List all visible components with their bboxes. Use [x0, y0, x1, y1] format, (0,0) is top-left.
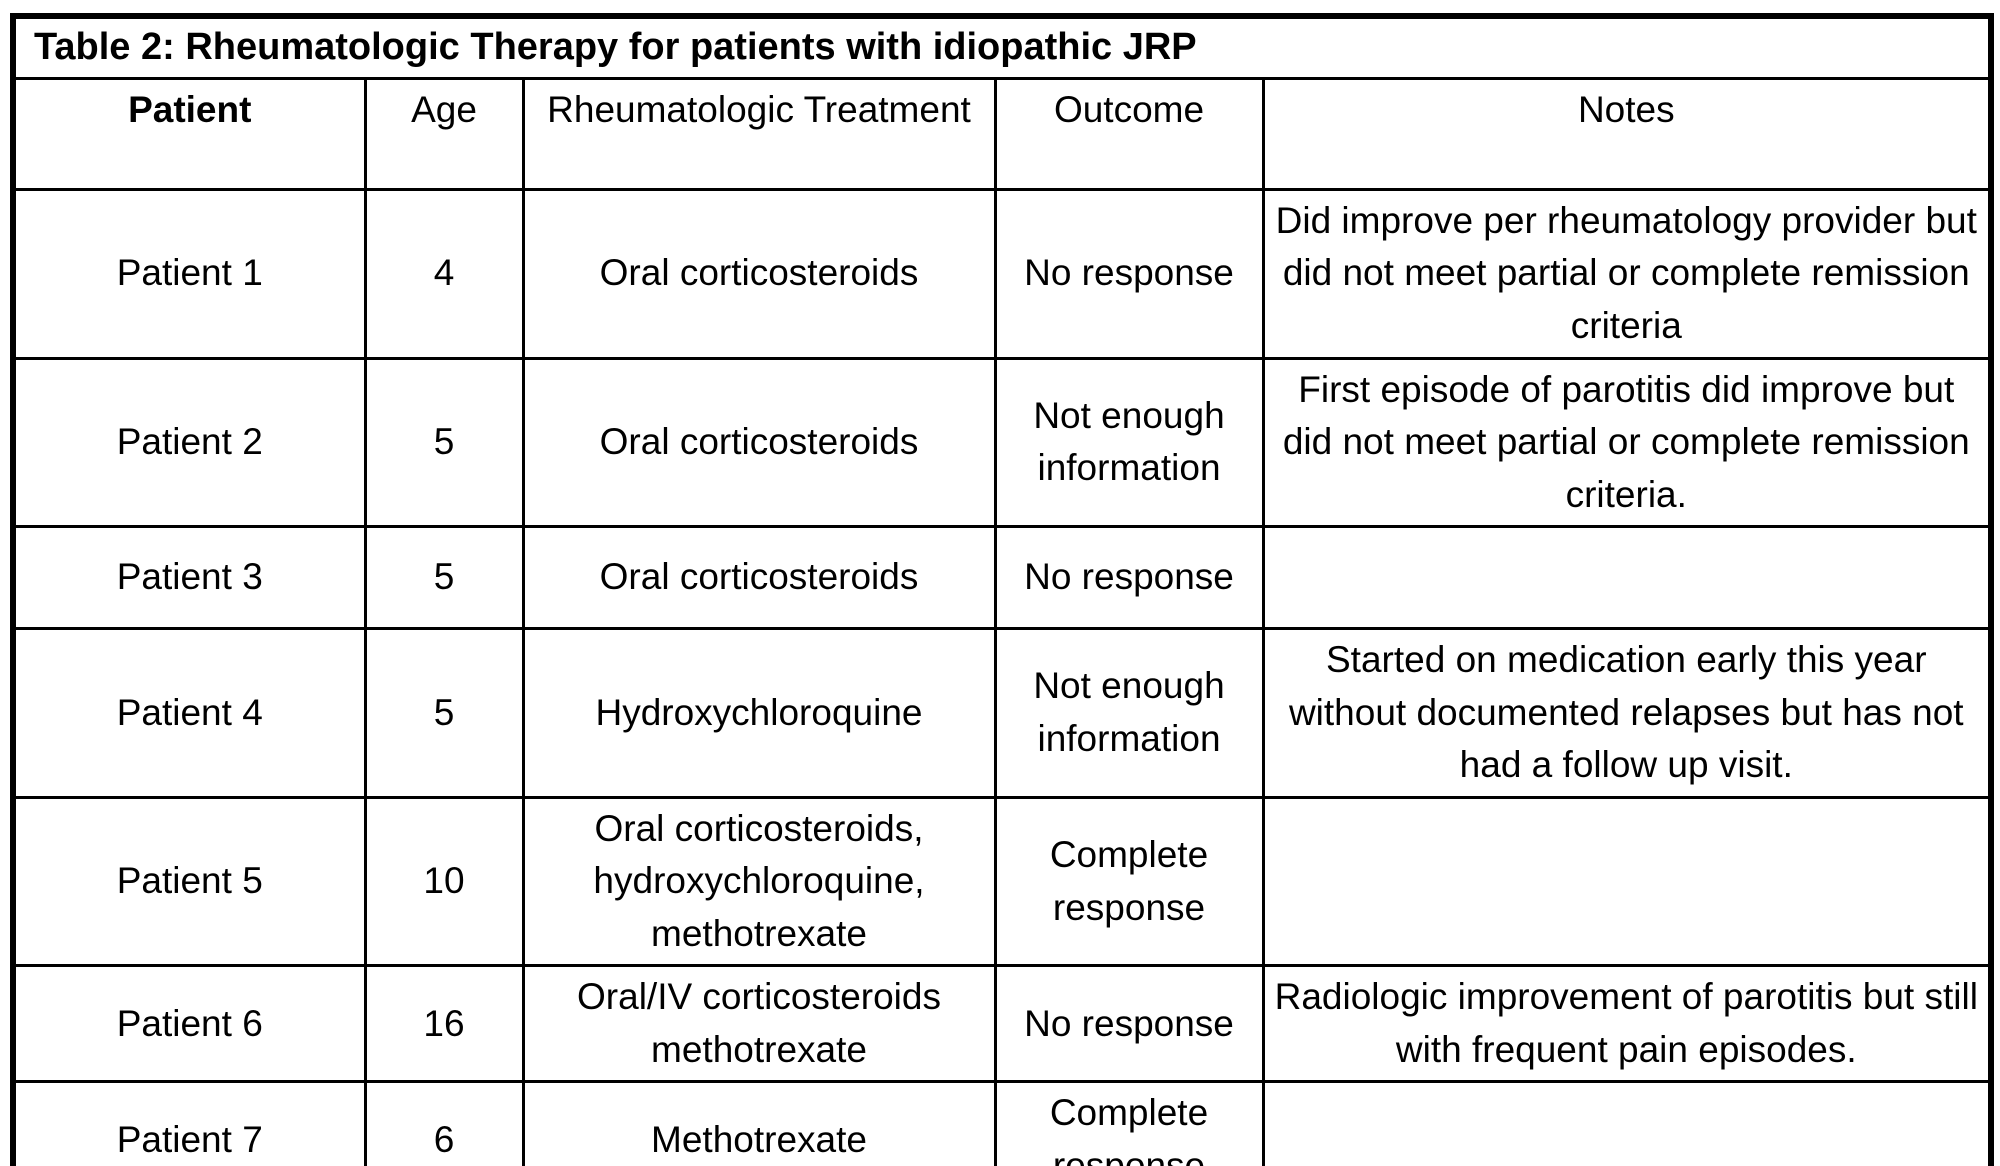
cell-patient: Patient 4 [11, 627, 367, 799]
cell-treatment: Oral/IV corticosteroids methotrexate [521, 964, 997, 1084]
cell-patient: Patient 2 [11, 356, 367, 529]
cell-outcome: No response [993, 525, 1265, 631]
table-row-patient-5: Patient 5 10 Oral corticosteroids, hydro… [11, 795, 1993, 968]
cell-notes [1261, 525, 1993, 631]
table-row-patient-6: Patient 6 16 Oral/IV corticosteroids met… [11, 964, 1993, 1084]
cell-patient: Patient 5 [11, 795, 367, 968]
header-patient: Patient [11, 76, 367, 191]
cell-patient: Patient 3 [11, 525, 367, 631]
cell-notes: First episode of parotitis did improve b… [1261, 356, 1993, 529]
table-header-row: Patient Age Rheumatologic Treatment Outc… [11, 76, 1993, 191]
cell-patient: Patient 1 [11, 187, 367, 360]
table-row-patient-4: Patient 4 5 Hydroxychloroquine Not enoug… [11, 627, 1993, 799]
cell-outcome: Not enough information [993, 627, 1265, 799]
table-row-patient-3: Patient 3 5 Oral corticosteroids No resp… [11, 525, 1993, 631]
cell-outcome: No response [993, 187, 1265, 360]
cell-age: 16 [363, 964, 525, 1084]
cell-outcome: Complete response [993, 795, 1265, 968]
rheumatologic-therapy-table: Table 2: Rheumatologic Therapy for patie… [10, 13, 1995, 1166]
cell-age: 4 [363, 187, 525, 360]
table-row-patient-1: Patient 1 4 Oral corticosteroids No resp… [11, 187, 1993, 360]
cell-age: 6 [363, 1080, 525, 1166]
cell-treatment: Hydroxychloroquine [521, 627, 997, 799]
cell-treatment: Oral corticosteroids [521, 187, 997, 360]
cell-treatment: Oral corticosteroids [521, 356, 997, 529]
cell-notes [1261, 1080, 1993, 1166]
cell-outcome: Complete response [993, 1080, 1265, 1166]
header-age: Age [363, 76, 525, 191]
table-title: Table 2: Rheumatologic Therapy for patie… [11, 14, 1993, 80]
cell-notes [1261, 795, 1993, 968]
header-notes: Notes [1261, 76, 1993, 191]
cell-age: 5 [363, 627, 525, 799]
header-outcome: Outcome [993, 76, 1265, 191]
cell-patient: Patient 6 [11, 964, 367, 1084]
cell-age: 10 [363, 795, 525, 968]
cell-patient: Patient 7 [11, 1080, 367, 1166]
cell-outcome: Not enough information [993, 356, 1265, 529]
cell-notes: Radiologic improvement of parotitis but … [1261, 964, 1993, 1084]
cell-notes: Did improve per rheumatology provider bu… [1261, 187, 1993, 360]
cell-age: 5 [363, 356, 525, 529]
table-row-patient-7: Patient 7 6 Methotrexate Complete respon… [11, 1080, 1993, 1166]
cell-notes: Started on medication early this year wi… [1261, 627, 1993, 799]
cell-outcome: No response [993, 964, 1265, 1084]
table-title-row: Table 2: Rheumatologic Therapy for patie… [11, 14, 1993, 80]
cell-treatment: Oral corticosteroids [521, 525, 997, 631]
table-row-patient-2: Patient 2 5 Oral corticosteroids Not eno… [11, 356, 1993, 529]
cell-treatment: Oral corticosteroids, hydroxychloroquine… [521, 795, 997, 968]
cell-treatment: Methotrexate [521, 1080, 997, 1166]
cell-age: 5 [363, 525, 525, 631]
header-treatment: Rheumatologic Treatment [521, 76, 997, 191]
